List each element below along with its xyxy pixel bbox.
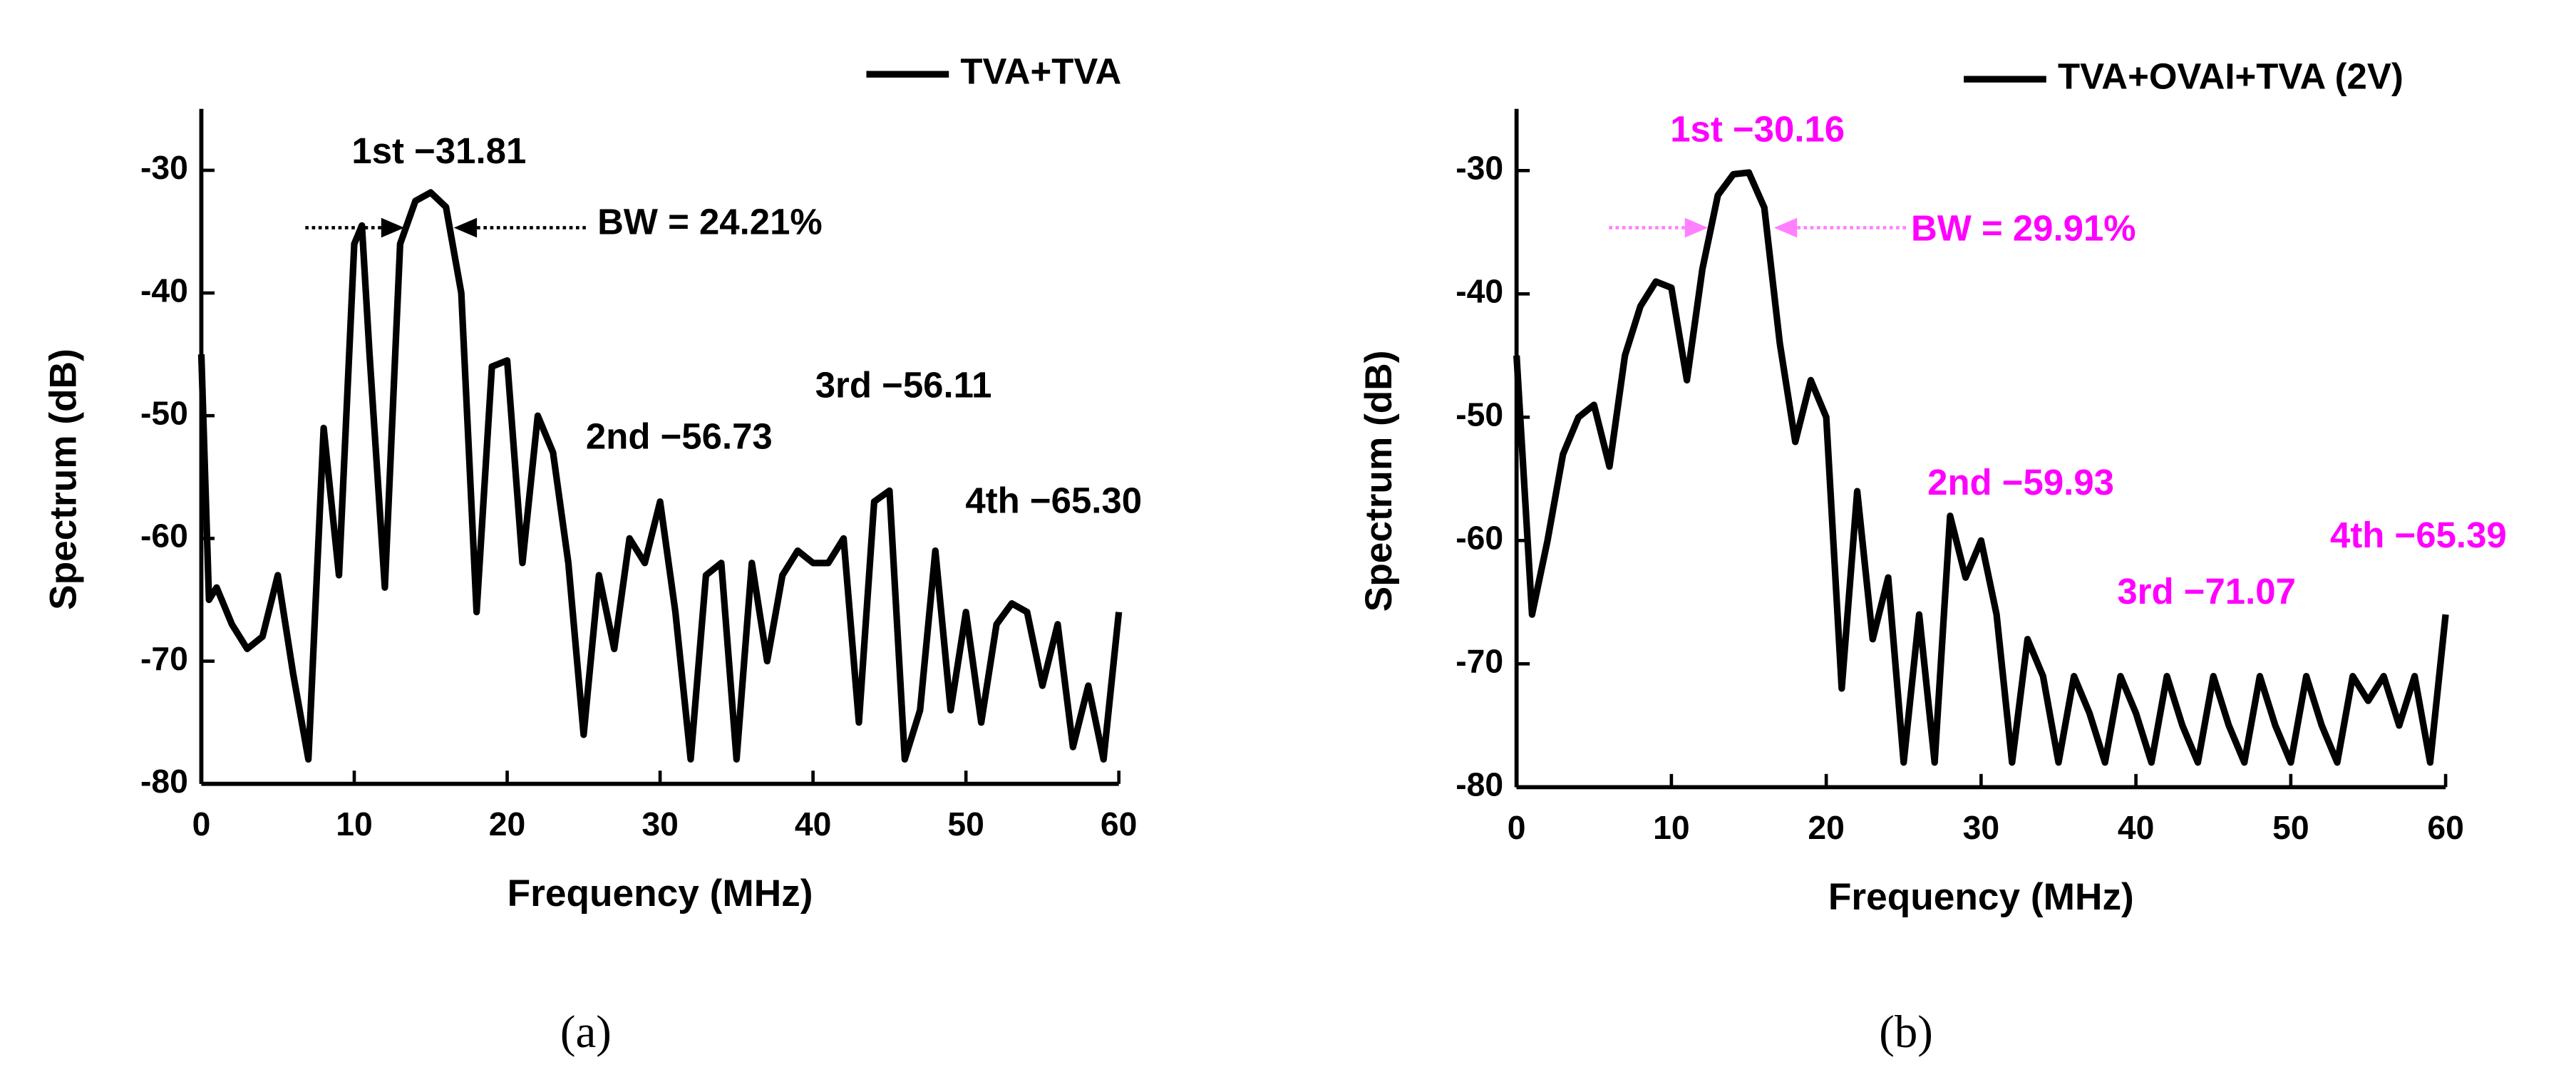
x-tick-label: 60 xyxy=(2427,809,2464,846)
x-axis-title: Frequency (MHz) xyxy=(508,872,813,915)
x-tick-label: 0 xyxy=(192,805,211,843)
y-axis-title: Spectrum (dB) xyxy=(43,349,85,610)
annotation: BW = 24.21% xyxy=(597,201,823,242)
x-tick-label: 0 xyxy=(1508,809,1526,846)
y-tick-label: -80 xyxy=(1456,766,1503,803)
y-tick-label: -70 xyxy=(140,640,188,677)
annotation: 3rd −71.07 xyxy=(2117,571,2296,612)
annotation: 1st −31.81 xyxy=(351,130,526,171)
annotation: 2nd −56.73 xyxy=(586,416,773,456)
x-tick-label: 50 xyxy=(947,805,984,843)
bw-arrowhead xyxy=(381,217,405,238)
y-axis-title: Spectrum (dB) xyxy=(1358,350,1400,612)
x-tick-label: 30 xyxy=(642,805,679,843)
data-line xyxy=(1513,169,2449,766)
x-tick-label: 40 xyxy=(2118,809,2155,846)
annotation: 4th −65.30 xyxy=(965,480,1142,521)
caption: (a) xyxy=(560,1006,612,1058)
annotation: 2nd −59.93 xyxy=(1927,462,2114,503)
annotation: 3rd −56.11 xyxy=(815,365,992,406)
bw-arrowhead xyxy=(1684,217,1709,238)
caption: (b) xyxy=(1879,1006,1933,1058)
data-line xyxy=(197,189,1123,763)
x-tick-label: 10 xyxy=(1653,809,1690,846)
bw-arrowhead xyxy=(1773,217,1798,238)
y-tick-label: -50 xyxy=(140,394,188,431)
x-tick-label: 50 xyxy=(2272,809,2309,846)
annotation: 1st −30.16 xyxy=(1670,109,1845,150)
y-tick-label: -30 xyxy=(140,149,188,186)
x-tick-label: 20 xyxy=(489,805,526,843)
legend-label: TVA+TVA xyxy=(960,51,1121,92)
x-tick-label: 60 xyxy=(1101,805,1138,843)
y-tick-label: -80 xyxy=(140,763,188,800)
y-tick-label: -70 xyxy=(1456,643,1503,680)
x-tick-label: 30 xyxy=(1963,809,2000,846)
y-tick-label: -30 xyxy=(1456,150,1503,187)
x-tick-label: 40 xyxy=(795,805,832,843)
x-tick-label: 10 xyxy=(336,805,373,843)
annotation: 4th −65.39 xyxy=(2330,515,2507,555)
y-tick-label: -40 xyxy=(140,272,188,309)
y-tick-label: -60 xyxy=(1456,520,1503,557)
y-tick-label: -60 xyxy=(140,517,188,555)
y-tick-label: -50 xyxy=(1456,396,1503,433)
x-tick-label: 20 xyxy=(1808,809,1845,846)
y-tick-label: -40 xyxy=(1456,273,1503,310)
legend-label: TVA+OVAI+TVA (2V) xyxy=(2058,56,2404,97)
x-axis-title: Frequency (MHz) xyxy=(1828,876,2134,918)
annotation: BW = 29.91% xyxy=(1911,208,2136,249)
bw-arrowhead xyxy=(453,217,478,238)
